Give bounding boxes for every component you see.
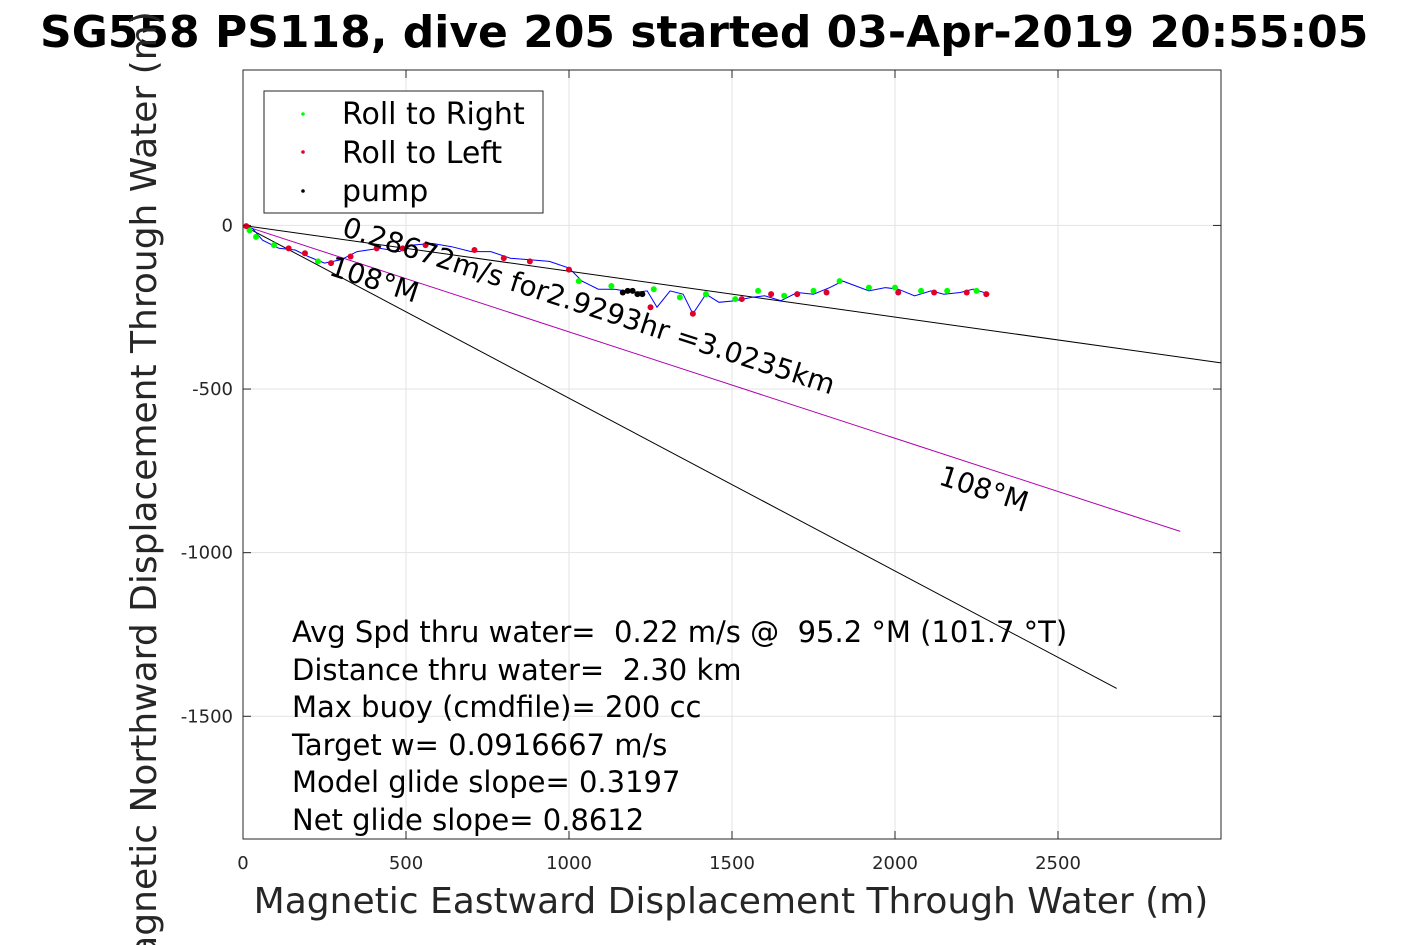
roll-left-point bbox=[373, 245, 380, 252]
roll-right-point bbox=[314, 258, 321, 265]
roll-right-point bbox=[270, 242, 277, 249]
pump-point bbox=[624, 287, 631, 294]
stat-max-buoy: Max buoy (cmdfile)= 200 cc bbox=[292, 690, 701, 724]
roll-left-point bbox=[399, 245, 406, 252]
x-axis-label: Magnetic Eastward Displacement Through W… bbox=[254, 881, 1209, 922]
track-line bbox=[242, 224, 990, 315]
roll-right-point bbox=[650, 286, 657, 293]
roll-left-point bbox=[500, 255, 507, 262]
roll-left-point bbox=[285, 245, 292, 252]
chart-title: SG558 PS118, dive 205 started 03-Apr-201… bbox=[40, 7, 1368, 58]
roll-right-point bbox=[836, 278, 843, 285]
roll-right-point bbox=[676, 294, 683, 301]
roll-left-point bbox=[422, 242, 429, 249]
x-tick-label: 500 bbox=[389, 853, 423, 874]
roll-left-point bbox=[566, 266, 572, 273]
data-points bbox=[243, 223, 990, 317]
roll-left-point bbox=[647, 304, 654, 311]
roll-left-point bbox=[301, 250, 308, 257]
roll-right-point bbox=[781, 292, 788, 299]
roll-left-point bbox=[471, 246, 478, 253]
legend-marker-roll-right bbox=[301, 112, 305, 116]
stat-net-glide-slope: Net glide slope= 0.8612 bbox=[292, 803, 644, 837]
roll-left-point bbox=[823, 289, 830, 296]
legend-box bbox=[263, 90, 544, 214]
roll-right-point bbox=[944, 287, 951, 294]
roll-left-point bbox=[931, 289, 938, 296]
stat-distance: Distance thru water= 2.30 km bbox=[292, 653, 742, 687]
roll-left-point bbox=[328, 260, 335, 267]
y-tick-label: -1000 bbox=[181, 543, 233, 564]
y-tick-label: -1500 bbox=[181, 706, 233, 727]
roll-right-point bbox=[732, 296, 739, 303]
x-tick-label: 1000 bbox=[546, 853, 592, 874]
roll-left-point bbox=[963, 289, 970, 296]
x-tick-label: 2500 bbox=[1035, 853, 1081, 874]
pump-point bbox=[619, 289, 626, 296]
pump-point bbox=[639, 291, 646, 298]
reference-line bbox=[242, 224, 1181, 532]
pump-point bbox=[634, 291, 641, 298]
roll-left-point bbox=[738, 296, 745, 303]
legend-label-roll-left: Roll to Left bbox=[342, 136, 502, 171]
roll-right-point bbox=[973, 287, 980, 294]
x-tick-label: 0 bbox=[237, 853, 248, 874]
y-axis-label: Magnetic Northward Displacement Through … bbox=[124, 11, 165, 945]
roll-left-point bbox=[243, 223, 250, 230]
roll-right-point bbox=[810, 287, 817, 294]
roll-left-point bbox=[347, 253, 354, 260]
legend-label-roll-right: Roll to Right bbox=[342, 97, 525, 132]
roll-right-point bbox=[253, 233, 260, 240]
stat-target-w: Target w= 0.0916667 m/s bbox=[291, 728, 667, 762]
roll-left-point bbox=[768, 291, 775, 298]
stats-block: Avg Spd thru water= 0.22 m/s @ 95.2 °M (… bbox=[291, 615, 1067, 837]
roll-left-point bbox=[983, 291, 990, 298]
roll-right-point bbox=[702, 291, 709, 298]
reference-line bbox=[242, 224, 1117, 689]
track bbox=[242, 224, 990, 315]
roll-right-point bbox=[755, 287, 762, 294]
y-tick-label: 0 bbox=[222, 215, 233, 236]
roll-right-point bbox=[892, 284, 898, 291]
x-tick-label: 1500 bbox=[709, 853, 755, 874]
annotation-label: 108°M bbox=[935, 459, 1032, 519]
legend-marker-roll-left bbox=[301, 150, 305, 154]
legend: Roll to Right Roll to Left pump bbox=[263, 90, 544, 214]
roll-right-point bbox=[246, 227, 253, 234]
roll-left-point bbox=[895, 289, 902, 296]
x-tick-label: 2000 bbox=[872, 853, 918, 874]
stat-model-glide-slope: Model glide slope= 0.3197 bbox=[292, 765, 680, 799]
annotations: 0.28672m/s for2.9293hr =3.0235km108°M108… bbox=[326, 211, 1033, 519]
roll-left-point bbox=[526, 258, 533, 265]
roll-right-point bbox=[575, 278, 582, 285]
roll-right-point bbox=[608, 282, 615, 289]
roll-right-point bbox=[918, 287, 925, 294]
legend-label-pump: pump bbox=[342, 174, 428, 209]
stat-avg-speed: Avg Spd thru water= 0.22 m/s @ 95.2 °M (… bbox=[292, 615, 1067, 649]
legend-marker-pump bbox=[301, 189, 305, 193]
y-tick-label: -500 bbox=[192, 379, 233, 400]
tick-labels: 0 500 1000 1500 2000 2500 0 -500 -1000 -1500 bbox=[181, 70, 1221, 874]
roll-left-point bbox=[689, 310, 696, 317]
roll-right-point bbox=[865, 284, 872, 291]
roll-left-point bbox=[794, 291, 801, 298]
pump-point bbox=[629, 287, 636, 294]
